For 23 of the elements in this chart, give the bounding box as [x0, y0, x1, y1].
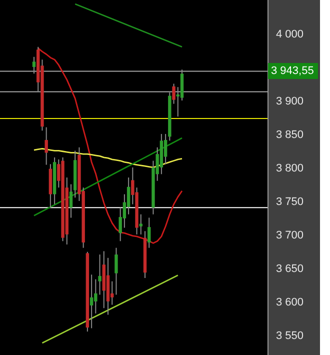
line-series	[37, 48, 183, 244]
candlestick	[139, 214, 142, 235]
y-tick-label: 3 750	[276, 196, 304, 208]
y-tick-label: 3 600	[276, 296, 304, 308]
y-tick-label: 4 000	[276, 28, 304, 40]
candlestick	[94, 278, 98, 314]
y-tick-label: 3 550	[276, 330, 304, 342]
candlestick	[172, 83, 176, 104]
y-tick-label: 3 700	[276, 229, 304, 242]
y-tick-label: 3 650	[276, 262, 304, 275]
candlestick	[114, 247, 118, 296]
candlestick	[90, 274, 94, 329]
candlestick	[148, 217, 151, 248]
y-tick-label: 3 900	[276, 95, 304, 108]
candlestick	[164, 133, 168, 165]
candlestick	[32, 56, 36, 74]
candlestick	[126, 177, 130, 215]
y-tick-label: 3 800	[276, 162, 304, 174]
candlestick	[69, 184, 73, 218]
ref-line-label: 3 943,55	[268, 63, 318, 80]
candlestick	[44, 126, 48, 166]
y-tick-label: 3 850	[276, 128, 304, 141]
candlestick	[98, 254, 102, 296]
